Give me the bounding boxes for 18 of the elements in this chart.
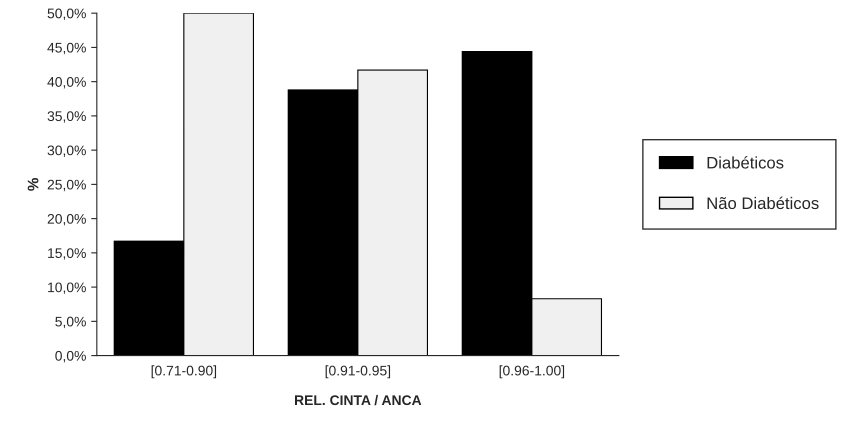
- y-tick-label: 5,0%: [55, 316, 86, 328]
- y-tick-label: 45,0%: [47, 42, 86, 54]
- y-tick-label: 35,0%: [48, 111, 86, 123]
- x-tick-label: [0.96-1.00]: [500, 365, 564, 378]
- x-tick-label: [0.91-0.95]: [326, 365, 390, 378]
- y-tick-label: 0,0%: [55, 350, 86, 362]
- x-axis-title: REL. CINTA / ANCA: [295, 394, 422, 406]
- y-tick-label: 40,0%: [47, 76, 86, 88]
- y-tick-label: 30,0%: [48, 145, 86, 157]
- y-tick-label: 15,0%: [48, 248, 86, 260]
- y-tick-label: 20,0%: [48, 214, 86, 226]
- legend-label: Diabéticos: [708, 156, 784, 169]
- y-tick-label: 10,0%: [48, 282, 86, 294]
- y-tick-label: 25,0%: [48, 180, 86, 192]
- y-tick-label: 50,0%: [48, 8, 86, 20]
- legend-label: Não Diabéticos: [708, 196, 819, 210]
- x-tick-label: [0.71-0.90]: [152, 365, 216, 378]
- y-axis-title: %: [28, 178, 38, 191]
